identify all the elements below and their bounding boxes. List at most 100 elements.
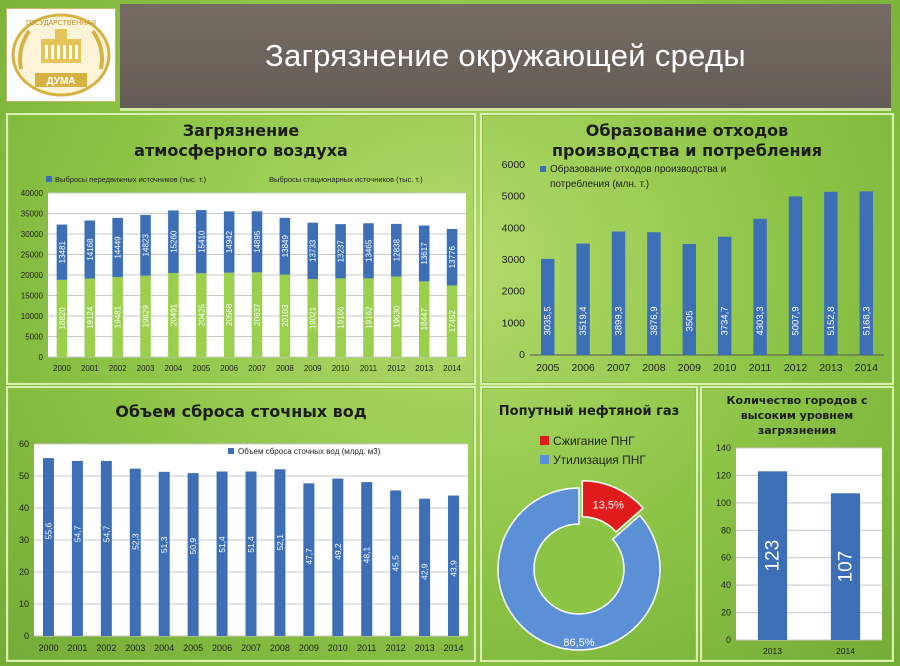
legend-swatch (228, 448, 234, 454)
air-panel-title-line1: Загрязнение (182, 121, 300, 140)
data-label: 17452 (448, 310, 457, 333)
y-tick-label: 120 (716, 470, 731, 480)
data-label: 18447 (420, 308, 429, 331)
bar-segment (195, 273, 207, 357)
legend-label-line1: Образование отходов производства и (550, 163, 726, 175)
bar-segment (279, 274, 291, 357)
polluted-cities-chart: 0 20 40 60 80 100 120 140 123 2013 107 2014 (716, 443, 882, 656)
x-tick-label: 2012 (784, 362, 808, 374)
water-panel-title: Объем сброса сточных вод (115, 402, 367, 421)
duma-logo: ГОСУДАРСТВЕННАЯ ДУМА (6, 8, 116, 102)
y-tick-label: 40 (721, 580, 731, 590)
bar (129, 468, 141, 636)
x-tick-label: 2014 (443, 364, 461, 373)
data-label: 14942 (225, 230, 234, 253)
data-label: 20425 (197, 303, 206, 326)
bar-segment (307, 222, 319, 280)
data-label: 42,9 (420, 563, 430, 580)
data-label: 13237 (337, 240, 346, 263)
bar-segment (446, 228, 458, 286)
legend-label-line2: потребления (млн. т.) (550, 178, 649, 190)
bar (753, 218, 767, 355)
data-label: 3734,7 (720, 306, 731, 335)
data-label: 14823 (142, 234, 151, 257)
y-tick-label: 35000 (21, 210, 44, 219)
bar (361, 482, 373, 636)
bar (42, 458, 54, 636)
bar-segment (251, 272, 263, 357)
data-label: 14895 (253, 230, 262, 253)
duma-emblem-icon: ГОСУДАРСТВЕННАЯ ДУМА (11, 13, 111, 97)
x-tick-label: 2012 (387, 364, 405, 373)
air-pollution-chart: Выбросы передвижных источников (тыс. т.)… (21, 175, 466, 373)
bar (100, 460, 112, 636)
x-tick-label: 2005 (183, 643, 203, 653)
data-label: 47,7 (304, 548, 314, 565)
data-label: 20568 (225, 303, 234, 326)
x-tick-label: 2009 (304, 364, 322, 373)
data-label: 19166 (337, 306, 346, 329)
bar-segment (391, 223, 402, 277)
slice-label: 86,5% (563, 637, 594, 649)
y-tick-label: 2000 (502, 286, 526, 298)
legend-swatch (540, 166, 546, 172)
y-tick-label: 0 (24, 631, 29, 641)
y-tick-label: 140 (716, 443, 731, 453)
x-tick-label: 2003 (125, 643, 145, 653)
bar-segment (279, 217, 291, 275)
bar-segment (84, 220, 96, 279)
y-tick-label: 20 (19, 567, 29, 577)
bar (717, 236, 732, 355)
logo-text-top: ГОСУДАРСТВЕННАЯ (26, 20, 96, 27)
x-tick-label: 2010 (713, 362, 737, 374)
x-tick-label: 2011 (749, 362, 772, 374)
x-tick-label: 2006 (220, 364, 238, 373)
x-tick-label: 2000 (53, 364, 71, 373)
y-tick-label: 5000 (25, 333, 43, 342)
data-label: 13617 (420, 242, 429, 265)
donut-hole (535, 525, 623, 613)
bar-segment (418, 225, 430, 282)
legend-swatch (260, 176, 266, 182)
bar (448, 495, 460, 636)
data-label: 52,1 (275, 534, 285, 551)
x-tick-label: 2007 (607, 362, 631, 374)
bar (332, 478, 344, 636)
data-label: 15260 (169, 230, 178, 253)
bar (187, 473, 199, 636)
data-label: 45,5 (391, 555, 401, 572)
data-label: 43,9 (449, 560, 459, 577)
data-label: 5152,8 (826, 306, 837, 335)
data-label: 55,6 (43, 523, 53, 540)
x-tick-label: 2013 (819, 362, 843, 374)
data-label: 13733 (309, 239, 318, 262)
bar (682, 244, 697, 355)
bar (757, 471, 788, 640)
x-tick-label: 2001 (81, 364, 99, 373)
cities-panel-title-line3: загрязнения (757, 424, 837, 437)
bar (303, 483, 315, 636)
bar (576, 243, 590, 355)
air-panel-title-line2: атмосферного воздуха (134, 141, 348, 160)
data-label: 3505 (684, 310, 695, 331)
waste-panel-title-line1: Образование отходов (585, 121, 789, 140)
data-label: 13481 (58, 241, 67, 264)
bar-segment (223, 272, 235, 357)
bar (830, 493, 861, 640)
data-label: 19481 (114, 305, 123, 328)
data-label: 19630 (392, 305, 401, 328)
x-tick-label: 2011 (357, 643, 376, 653)
bar-segment (251, 211, 263, 273)
air-pollution-panel: Загрязнение атмосферного воздуха Выбросы… (6, 113, 476, 385)
y-tick-label: 5000 (502, 191, 526, 203)
data-label: 54,7 (101, 525, 111, 542)
bar-segment (112, 217, 123, 278)
bar (824, 191, 838, 355)
x-tick-label: 2004 (154, 643, 174, 653)
x-tick-label: 2006 (571, 362, 595, 374)
data-label: 3876,9 (649, 306, 660, 335)
x-tick-label: 2004 (165, 364, 183, 373)
data-label: 123 (763, 540, 784, 572)
y-tick-label: 10 (19, 599, 29, 609)
data-label: 107 (836, 551, 857, 583)
